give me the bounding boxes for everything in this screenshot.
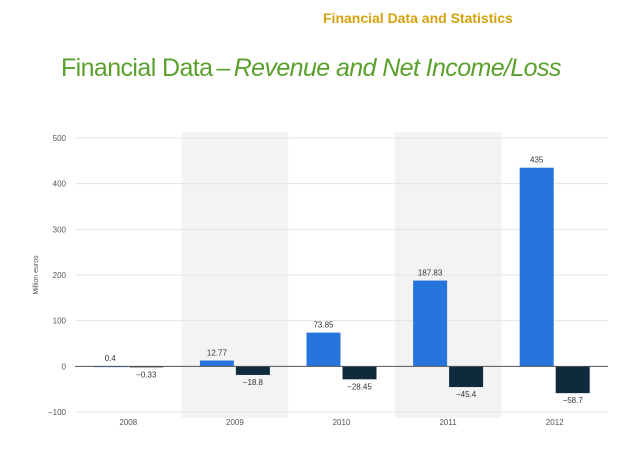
revenue-value-label-2010: 73.85 xyxy=(313,321,334,330)
revenue-bar-2012 xyxy=(519,167,554,367)
y-axis-title: Million euros xyxy=(33,255,40,295)
net-income-bar-2009 xyxy=(235,366,270,375)
bar-value-labels: 0.4 −0.33 12.77 −18.8 73.85 −28.45 187.83 −45.4… xyxy=(105,156,584,405)
revenue-value-label-2009: 12.77 xyxy=(207,349,228,358)
revenue-value-label-2011: 187.83 xyxy=(418,269,443,278)
net-income-value-label-2008: −0.33 xyxy=(136,370,157,379)
y-tick-label: 0 xyxy=(62,362,67,371)
title-emphasis: Revenue and Net Income/Loss xyxy=(233,54,562,82)
y-tick-label: 500 xyxy=(53,134,67,143)
net-income-bar-2011 xyxy=(449,366,484,388)
x-tick-label-2011: 2011 xyxy=(439,418,457,427)
net-income-bar-2010 xyxy=(342,366,377,380)
section-heading: Financial Data and Statistics xyxy=(323,10,513,26)
revenue-bar-2011 xyxy=(413,280,448,367)
revenue-bar-2010 xyxy=(306,332,341,367)
revenue-bar-2009 xyxy=(199,360,234,367)
x-tick-label-2008: 2008 xyxy=(119,418,137,427)
x-tick-label-2010: 2010 xyxy=(333,418,351,427)
title-separator: – xyxy=(216,54,230,82)
x-axis-tick-labels: 2008 2009 2010 2011 2012 xyxy=(119,418,564,427)
title-main: Financial Data xyxy=(61,54,213,82)
y-tick-label: 300 xyxy=(53,225,67,234)
y-tick-label: 200 xyxy=(53,271,67,280)
y-tick-label: −100 xyxy=(48,408,67,417)
net-income-bar-2012 xyxy=(555,366,590,394)
y-tick-label: 100 xyxy=(53,317,67,326)
y-tick-label: 400 xyxy=(53,180,67,189)
x-tick-label-2012: 2012 xyxy=(546,418,564,427)
net-income-value-label-2010: −28.45 xyxy=(347,382,372,391)
x-tick-label-2009: 2009 xyxy=(226,418,244,427)
net-income-value-label-2009: −18.8 xyxy=(243,378,264,387)
revenue-value-label-2012: 435 xyxy=(530,156,544,165)
net-income-value-label-2012: −58.7 xyxy=(563,396,584,405)
y-axis-tick-labels: 500 400 300 200 100 0 −100 xyxy=(48,134,67,417)
slide-title: Financial Data – Revenue and Net Income/Lo… xyxy=(61,54,561,83)
chart-gridlines xyxy=(75,137,608,413)
revenue-value-label-2008: 0.4 xyxy=(105,354,117,363)
net-income-value-label-2011: −45.4 xyxy=(456,390,477,399)
chart-bars xyxy=(93,167,590,394)
